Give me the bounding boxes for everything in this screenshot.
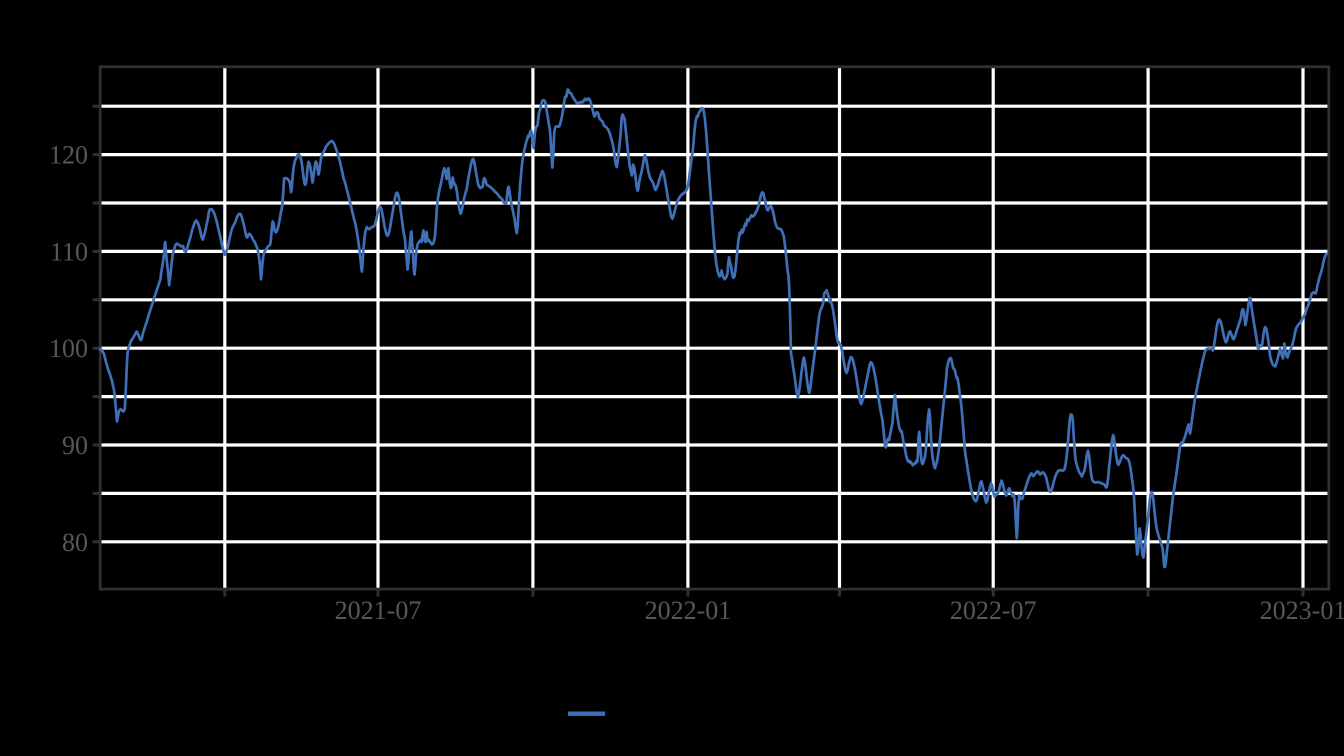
- svg-text:2022-07: 2022-07: [950, 596, 1037, 625]
- svg-text:80: 80: [62, 528, 88, 557]
- svg-text:2023-01: 2023-01: [1260, 596, 1344, 625]
- svg-text:110: 110: [50, 237, 88, 266]
- svg-text:100: 100: [49, 334, 88, 363]
- svg-text:120: 120: [49, 141, 88, 170]
- svg-text:2022-01: 2022-01: [645, 596, 732, 625]
- svg-text:90: 90: [62, 431, 88, 460]
- svg-text:2021-07: 2021-07: [335, 596, 422, 625]
